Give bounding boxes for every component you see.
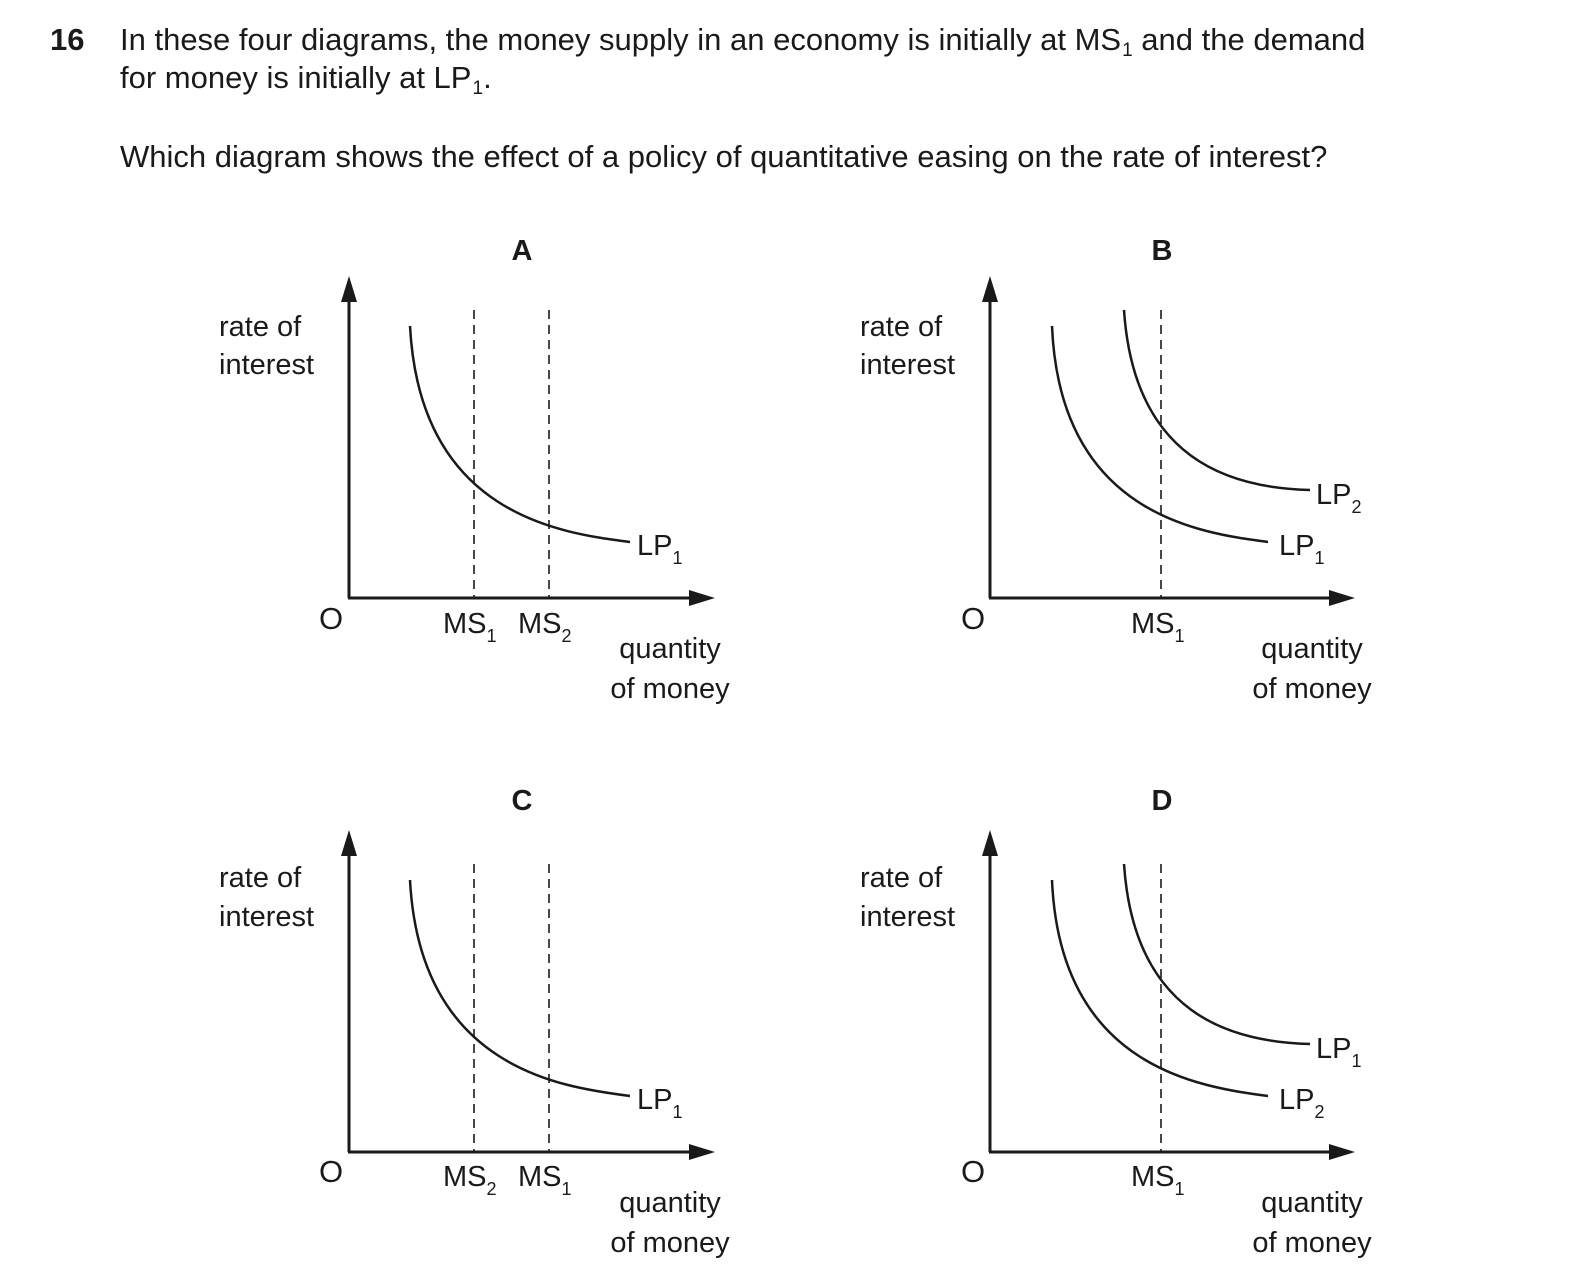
diagram-c-x-axis-arrow — [689, 1144, 715, 1160]
diagram-d-lp-upper-base: LP — [1316, 1033, 1351, 1065]
diagram-c-lp-label: LP1 — [637, 1084, 683, 1122]
diagram-b-ms-label: MS1 — [1131, 608, 1185, 646]
diagram-a-x-label-line2: of money — [610, 673, 730, 705]
question-line-1-subscript: 1 — [1122, 40, 1133, 61]
diagram-d-lp-upper-label: LP1 — [1316, 1033, 1362, 1071]
diagram-a-ms-left-sub: 1 — [487, 626, 497, 646]
diagram-b-lp-lower-label: LP1 — [1279, 530, 1325, 568]
diagram-c-lp1-curve — [408, 879, 631, 1098]
diagram-c-lp-sub: 1 — [672, 1102, 682, 1122]
diagram-c-ms-left-sub: 2 — [487, 1179, 497, 1199]
diagram-a-origin: O — [319, 601, 343, 636]
diagram-a-y-axis-arrow — [341, 276, 357, 302]
diagram-c-y-label-line2: interest — [219, 901, 314, 933]
diagram-a-lp-sub: 1 — [672, 548, 682, 568]
diagram-b-lp-lower-sub: 1 — [1314, 548, 1324, 568]
diagram-c-origin: O — [319, 1154, 343, 1189]
diagram-a-letter: A — [512, 235, 533, 267]
question-line-3: Which diagram shows the effect of a poli… — [120, 139, 1328, 174]
diagram-b-y-label-line2: interest — [860, 349, 955, 381]
question-line-2-text-a: for money is initially at LP — [120, 60, 472, 95]
diagram-b-y-label-line1: rate of — [860, 311, 943, 343]
diagram-b-lp-upper-label: LP2 — [1316, 479, 1362, 517]
question-line-2: for money is initially at LP1. — [120, 60, 492, 100]
diagram-b-lp2-curve — [1122, 309, 1311, 492]
diagram-d-ms-base: MS — [1131, 1161, 1175, 1193]
diagram-d-lp1-curve — [1122, 863, 1311, 1046]
diagram-c-letter: C — [512, 785, 533, 817]
diagram-a-x-label-line1: quantity — [619, 633, 721, 665]
diagram-a-x-axis-arrow — [689, 590, 715, 606]
diagram-d-origin: O — [961, 1154, 985, 1189]
diagram-d-x-label-line1: quantity — [1261, 1187, 1363, 1219]
diagram-a-ms-right-label: MS2 — [518, 608, 572, 646]
question-line-1-text-a: In these four diagrams, the money supply… — [120, 22, 1122, 57]
diagram-d-y-label-line1: rate of — [860, 862, 943, 894]
diagram-a-lp-base: LP — [637, 530, 672, 562]
diagram-d-y-label-line2: interest — [860, 901, 955, 933]
diagram-c-ms-right-sub: 1 — [562, 1179, 572, 1199]
diagram-b-x-axis-arrow — [1329, 590, 1355, 606]
diagram-b-y-axis-arrow — [982, 276, 998, 302]
diagram-d-letter: D — [1152, 785, 1173, 817]
question-line-1: In these four diagrams, the money supply… — [120, 22, 1365, 62]
diagram-b-ms-sub: 1 — [1175, 626, 1185, 646]
diagram-c-ms-right-label: MS1 — [518, 1161, 572, 1199]
diagram-a-ms-right-base: MS — [518, 608, 562, 640]
diagram-b-x-label-line2: of money — [1252, 673, 1372, 705]
diagram-b-lp1-curve — [1050, 325, 1269, 544]
diagram-d-ms-sub: 1 — [1175, 1179, 1185, 1199]
diagram-c-ms-left-label: MS2 — [443, 1161, 497, 1199]
diagram-a-y-label-line1: rate of — [219, 311, 302, 343]
diagram-a-lp1-curve — [408, 325, 631, 544]
diagram-d-lp-lower-label: LP2 — [1279, 1084, 1325, 1122]
diagram-b-x-label-line1: quantity — [1261, 633, 1363, 665]
diagram-b-origin: O — [961, 601, 985, 636]
diagram-c: C rate of interest O LP1 MS2 MS1 quantit… — [219, 785, 730, 1259]
diagram-b-ms-base: MS — [1131, 608, 1175, 640]
diagram-d-lp-upper-sub: 1 — [1351, 1051, 1361, 1071]
diagram-a-ms-left-label: MS1 — [443, 608, 497, 646]
diagram-b-lp-upper-sub: 2 — [1351, 497, 1361, 517]
diagram-c-lp-base: LP — [637, 1084, 672, 1116]
diagram-b: B rate of interest O LP2 LP1 MS1 quantit… — [860, 235, 1372, 705]
diagram-a-ms-left-base: MS — [443, 608, 487, 640]
diagram-a-y-label-line2: interest — [219, 349, 314, 381]
diagram-d-ms-label: MS1 — [1131, 1161, 1185, 1199]
diagram-b-lp-upper-base: LP — [1316, 479, 1351, 511]
diagram-a-lp-label: LP1 — [637, 530, 683, 568]
diagram-d-x-label-line2: of money — [1252, 1227, 1372, 1259]
diagram-c-ms-right-base: MS — [518, 1161, 562, 1193]
diagram-b-lp-lower-base: LP — [1279, 530, 1314, 562]
question-number: 16 — [50, 22, 85, 57]
diagram-c-y-axis-arrow — [341, 830, 357, 856]
diagram-d-lp-lower-base: LP — [1279, 1084, 1314, 1116]
question-line-2-subscript: 1 — [472, 78, 484, 99]
diagram-d-y-axis-arrow — [982, 830, 998, 856]
diagram-c-ms-left-base: MS — [443, 1161, 487, 1193]
diagram-d: D rate of interest O LP1 LP2 MS1 quantit… — [860, 785, 1372, 1259]
diagram-b-letter: B — [1152, 235, 1173, 267]
question-line-1-text-b: and the demand — [1132, 22, 1366, 57]
diagram-c-y-label-line1: rate of — [219, 862, 302, 894]
diagram-a: A rate of interest O LP1 MS1 MS2 quantit… — [219, 235, 730, 705]
diagram-d-lp-lower-sub: 2 — [1314, 1102, 1324, 1122]
diagram-d-x-axis-arrow — [1329, 1144, 1355, 1160]
diagram-d-lp2-curve — [1050, 879, 1269, 1098]
question-line-2-text-b: . — [483, 60, 492, 95]
diagram-a-ms-right-sub: 2 — [562, 626, 572, 646]
diagram-c-x-label-line1: quantity — [619, 1187, 721, 1219]
diagram-c-x-label-line2: of money — [610, 1227, 730, 1259]
